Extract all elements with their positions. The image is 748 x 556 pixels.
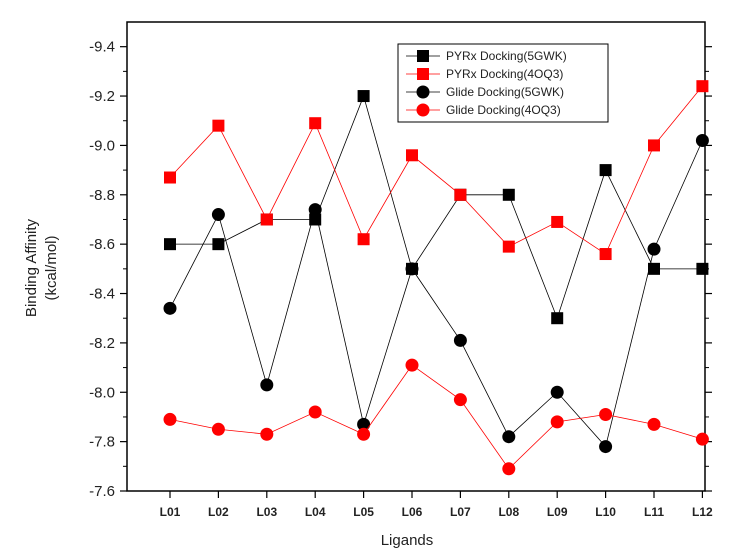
x-tick-label: L04	[305, 505, 326, 519]
data-point-square	[502, 188, 515, 201]
legend-marker-square	[417, 50, 429, 62]
data-point-circle	[163, 412, 177, 426]
data-point-square	[212, 238, 225, 251]
data-point-square	[164, 238, 176, 251]
y-tick-label: -9.0	[89, 137, 115, 154]
y-tick-label: -8.0	[89, 384, 115, 401]
legend-label: PYRx Docking(5GWK)	[446, 49, 567, 63]
y-tick-label: -8.8	[89, 187, 115, 204]
data-point-circle	[453, 393, 467, 407]
series-line	[169, 140, 703, 448]
data-point-circle	[308, 405, 322, 419]
data-point-circle	[453, 333, 467, 347]
y-tick-label: -9.4	[89, 39, 115, 56]
data-point-square	[599, 164, 612, 177]
x-tick-label: L01	[160, 505, 181, 519]
data-point-square	[357, 233, 370, 246]
y-tick-label: -7.8	[89, 434, 115, 451]
y-tick-label: -7.6	[89, 483, 115, 500]
data-point-square	[551, 215, 564, 228]
x-tick-label: L07	[450, 505, 471, 519]
data-point-circle	[357, 427, 371, 441]
x-tick-label: L03	[256, 505, 277, 519]
data-point-circle	[308, 203, 322, 217]
data-point-circle	[405, 358, 419, 372]
y-axis: -9.4 -9.2 -9.0 -8.8 -8.6 -8.4 -8.2 -8.0 -7.8 -7.6	[89, 39, 712, 500]
data-point-circle	[211, 208, 225, 222]
y-tick-label: -9.2	[89, 88, 115, 105]
data-point-square	[551, 312, 564, 325]
x-tick-label: L09	[547, 505, 568, 519]
data-point-circle	[502, 430, 516, 444]
series-4	[163, 358, 709, 476]
data-point-circle	[599, 440, 613, 454]
series-line	[169, 85, 703, 255]
legend-label: PYRx Docking(4OQ3)	[446, 67, 563, 81]
legend-box	[397, 43, 609, 123]
data-point-circle	[357, 417, 371, 431]
x-tick-label: L11	[644, 505, 664, 519]
series-layer	[163, 80, 709, 476]
data-point-circle	[405, 262, 419, 276]
x-tick-label: L08	[498, 505, 519, 519]
data-point-square	[696, 262, 709, 275]
plot-border	[126, 21, 706, 492]
legend-marker-circle	[416, 103, 430, 117]
series-line	[170, 94, 703, 320]
series-3	[163, 133, 709, 454]
data-point-square	[648, 262, 660, 275]
data-point-circle	[695, 432, 709, 446]
y-tick-label: -8.6	[89, 236, 115, 253]
data-point-circle	[211, 422, 225, 436]
x-tick-label: L05	[353, 505, 374, 519]
x-tick-label: L12	[692, 505, 713, 519]
data-point-square	[454, 188, 467, 201]
x-axis-title: Ligands	[381, 532, 434, 549]
data-point-circle	[647, 417, 661, 431]
legend-marker-square	[417, 68, 429, 80]
data-point-circle	[260, 378, 274, 392]
data-point-circle	[550, 385, 564, 399]
x-tick-label: L02	[208, 505, 229, 519]
legend: PYRx Docking(5GWK) PYRx Docking(4OQ3) Glid…	[397, 43, 609, 123]
data-point-circle	[260, 427, 274, 441]
data-point-square	[599, 248, 612, 261]
data-point-square	[502, 240, 515, 253]
data-point-square	[212, 119, 225, 132]
plot-frame	[126, 21, 706, 492]
x-axis: L01 L02 L03 L04 L05 L06 L07 L08 L09 L10 L11 L12	[160, 491, 713, 519]
data-point-square	[648, 139, 660, 152]
series-line	[169, 364, 703, 470]
data-point-circle	[550, 415, 564, 429]
data-point-square	[260, 213, 273, 226]
data-point-square	[309, 117, 322, 130]
data-point-square	[696, 80, 709, 93]
y-axis-title-line1: Binding Affinity	[23, 218, 40, 317]
x-tick-label: L10	[595, 505, 616, 519]
x-tick-label: L06	[402, 505, 423, 519]
data-point-square	[164, 171, 176, 184]
y-tick-label: -8.2	[89, 335, 115, 352]
data-point-circle	[599, 407, 613, 421]
y-axis-title-line2: (kcal/mol)	[43, 235, 60, 300]
legend-label: Glide Docking(5GWK)	[446, 85, 564, 99]
legend-marker-circle	[416, 85, 430, 99]
legend-label: Glide Docking(4OQ3)	[446, 103, 561, 117]
data-point-circle	[695, 133, 709, 147]
data-point-circle	[163, 301, 177, 315]
data-point-circle	[502, 462, 516, 476]
y-tick-label: -8.4	[89, 286, 115, 303]
series-2	[164, 80, 709, 261]
data-point-square	[406, 149, 418, 162]
data-point-circle	[647, 242, 661, 256]
data-point-square	[357, 90, 370, 103]
